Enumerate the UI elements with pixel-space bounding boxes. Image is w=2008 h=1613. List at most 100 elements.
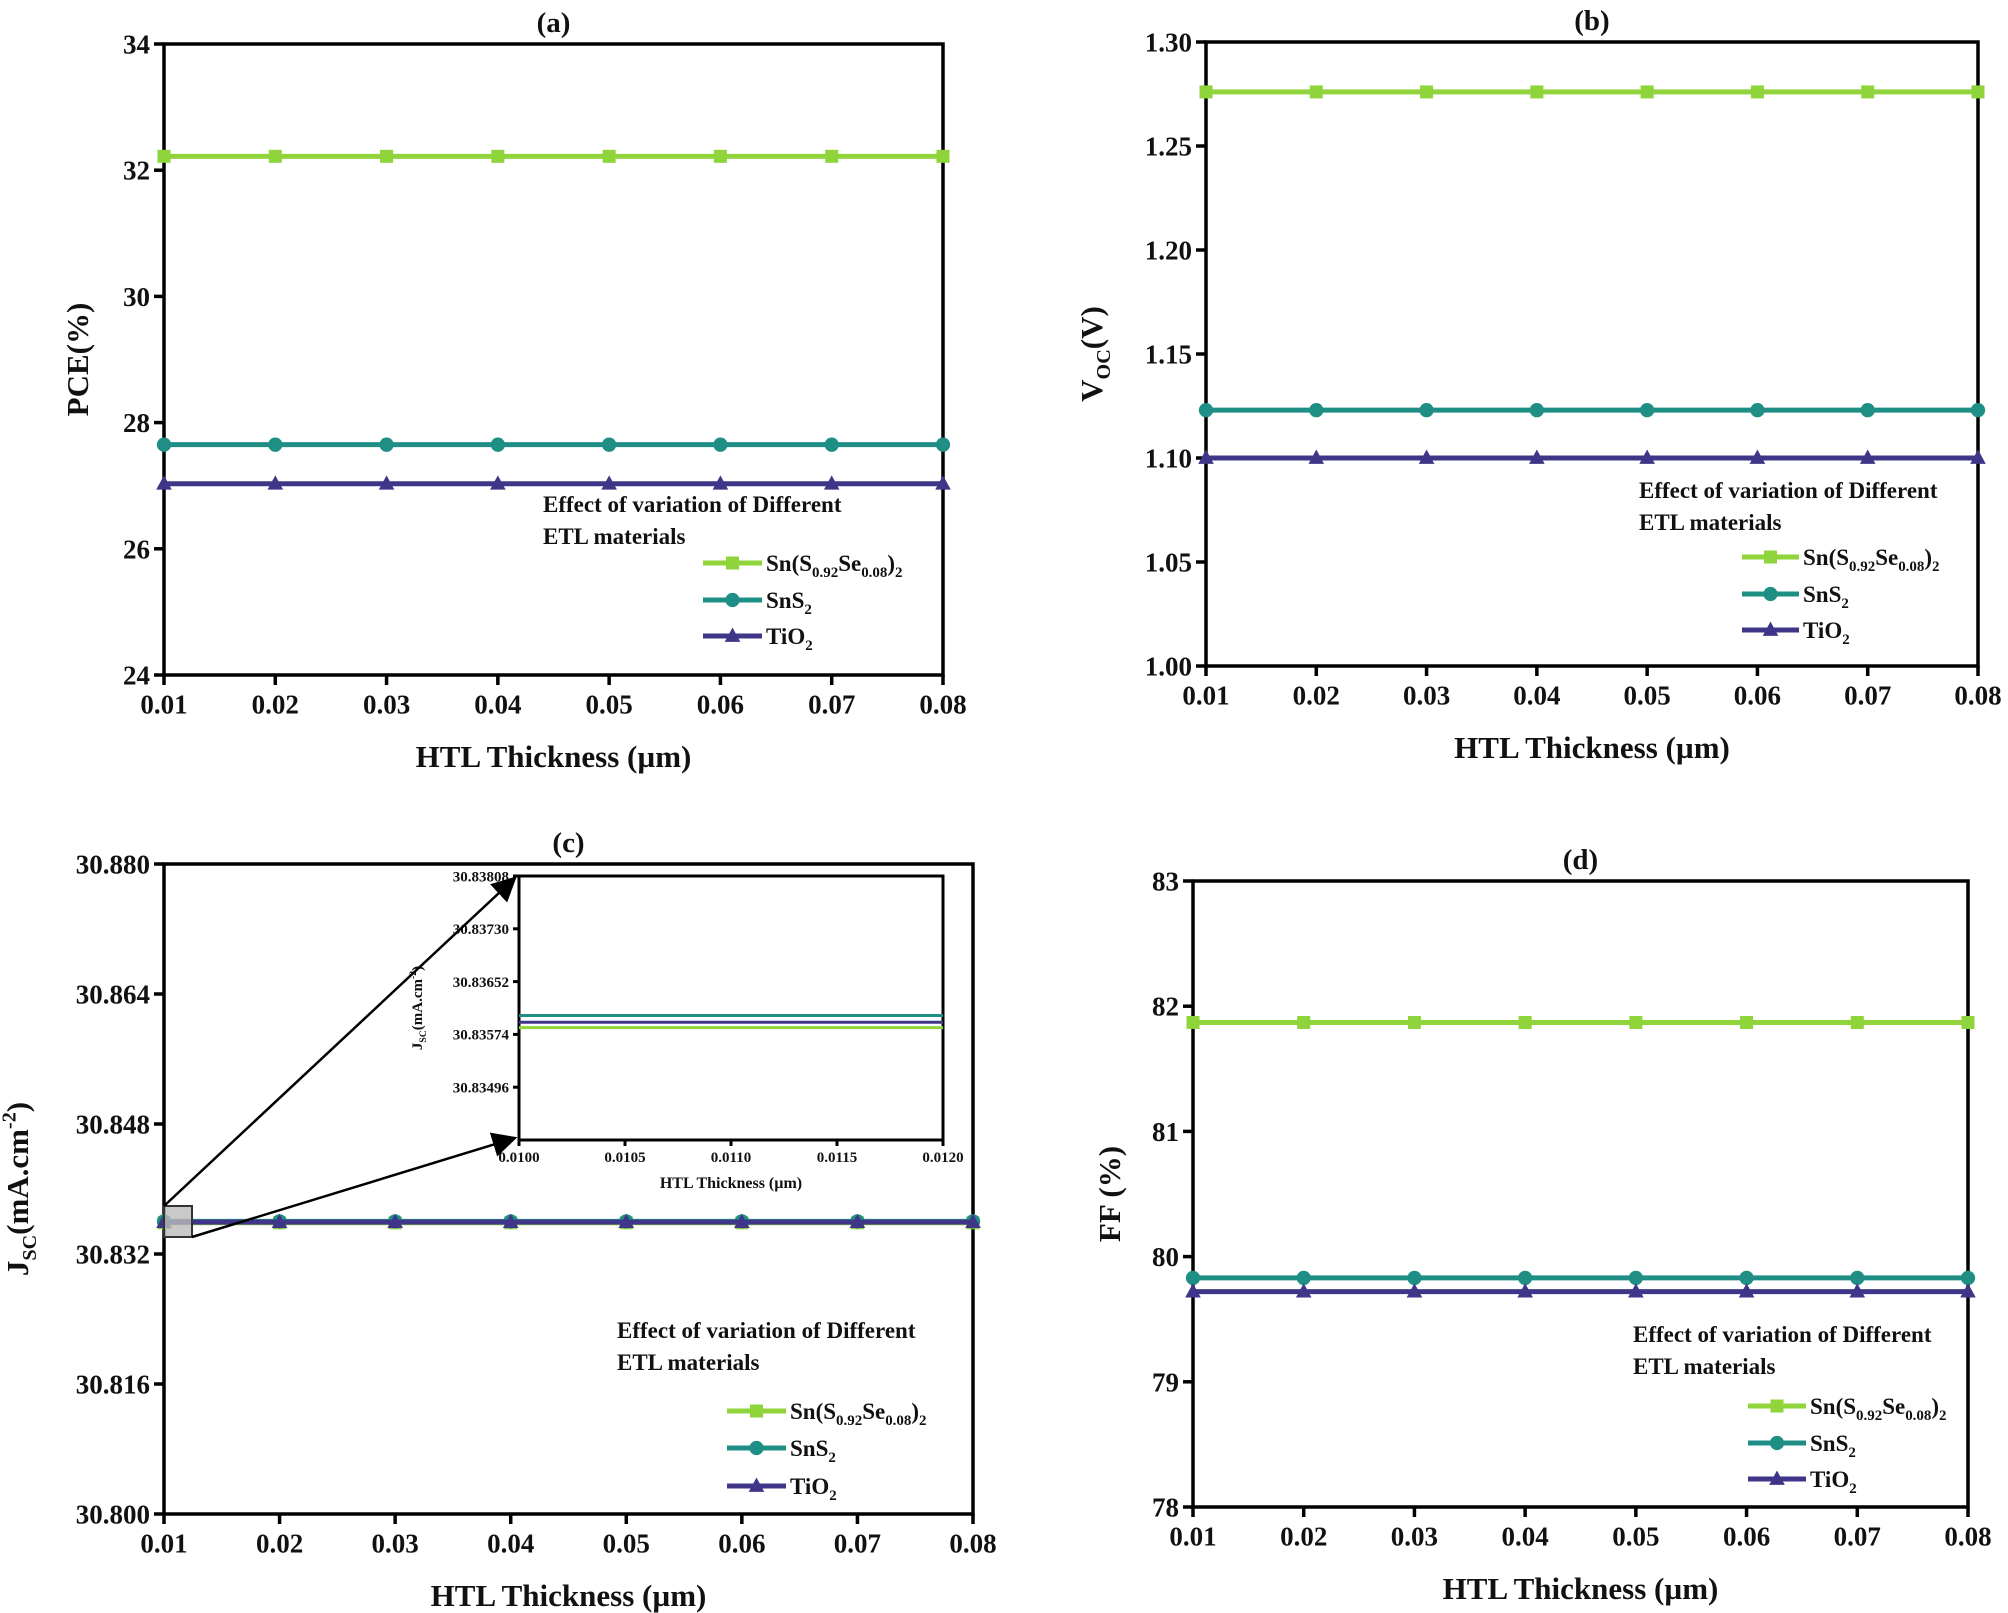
inset-x-axis-label: HTL Thickness (µm) bbox=[660, 1175, 802, 1192]
square-marker bbox=[1850, 1015, 1864, 1029]
text-segment: J bbox=[410, 1042, 426, 1050]
triangle-marker bbox=[1198, 449, 1214, 464]
plot-frame bbox=[162, 862, 975, 1516]
text-segment: Se bbox=[1882, 1394, 1905, 1419]
y-axis-label: FF (%) bbox=[1092, 1146, 1127, 1242]
triangle-marker bbox=[378, 475, 395, 490]
y-axis-label: JSC​(mA.cm-2​) bbox=[0, 1102, 41, 1276]
legend-label: TiO2​ bbox=[790, 1474, 837, 1504]
text-segment: 2 bbox=[1848, 1445, 1855, 1461]
text-segment: V bbox=[1074, 379, 1109, 402]
series-TiO2 bbox=[1198, 449, 1986, 464]
text-segment: FF (%) bbox=[1092, 1146, 1127, 1242]
legend-label: Sn(S0.92​Se0.08​)2​ bbox=[1803, 545, 1939, 575]
text-segment: SC bbox=[418, 1030, 429, 1042]
x-tick-label: 0.01 bbox=[140, 689, 187, 719]
square-marker bbox=[1186, 1015, 1200, 1029]
square-marker bbox=[1518, 1015, 1532, 1029]
x-tick-label: 0.02 bbox=[256, 1528, 303, 1558]
chart-title: (d) bbox=[1563, 844, 1598, 876]
x-tick-label: 0.03 bbox=[372, 1528, 419, 1558]
text-segment: SnS bbox=[766, 588, 804, 613]
chart-panel: 0.01 0.02 0.03 0.04 0.05 0.06 0.07 0.08 1.00 1.05… bbox=[1074, 5, 2002, 765]
circle-marker bbox=[725, 592, 740, 608]
text-segment: -2 bbox=[408, 971, 419, 979]
series-Sn(S0.92Se0.08)2 bbox=[1186, 1015, 1975, 1029]
triangle-marker bbox=[965, 1213, 981, 1228]
zoom-region-box bbox=[163, 1205, 193, 1238]
x-tick-label: 0.04 bbox=[1502, 1521, 1549, 1551]
legend: Effect of variation of Different ETL mate… bbox=[543, 492, 902, 654]
legend-title: Effect of variation of Different bbox=[1639, 478, 1938, 503]
y-tick-label: 30.83496 bbox=[453, 1080, 510, 1096]
text-segment: ) bbox=[0, 1102, 35, 1112]
chart-panel: 0.01 0.02 0.03 0.04 0.05 0.06 0.07 0.08 24 26 28 30… bbox=[60, 7, 967, 774]
zoom-arrow-bottom bbox=[191, 1132, 518, 1239]
square-marker bbox=[1420, 85, 1434, 99]
y-tick-label: 30.83574 bbox=[453, 1028, 510, 1044]
triangle-marker bbox=[823, 475, 840, 490]
text-segment: -2 bbox=[0, 1112, 21, 1129]
legend-label: TiO2​ bbox=[766, 624, 813, 654]
x-axis-label: HTL Thickness (µm) bbox=[431, 1578, 707, 1613]
text-segment: 2 bbox=[829, 1488, 836, 1504]
square-marker bbox=[1530, 85, 1544, 99]
circle-marker bbox=[1407, 1270, 1422, 1286]
series-SnS2 bbox=[1198, 403, 1986, 418]
circle-marker bbox=[713, 437, 728, 452]
y-tick-label: 1.00 bbox=[1145, 651, 1192, 681]
triangle-marker bbox=[724, 627, 741, 642]
triangle-marker bbox=[1970, 449, 1986, 464]
circle-marker bbox=[1419, 403, 1434, 418]
circle-marker bbox=[1517, 1270, 1533, 1286]
triangle-marker bbox=[1517, 1283, 1533, 1298]
text-segment: 2 bbox=[919, 1413, 926, 1429]
y-tick-label: 30.816 bbox=[76, 1369, 150, 1399]
chart-title: (a) bbox=[537, 7, 571, 39]
text-segment: Se bbox=[862, 1399, 885, 1424]
text-segment: (mA.cm bbox=[410, 978, 426, 1030]
triangle-marker bbox=[1185, 1283, 1201, 1298]
text-segment: Sn(S bbox=[790, 1399, 836, 1424]
circle-marker bbox=[379, 437, 394, 452]
square-marker bbox=[1764, 550, 1777, 564]
triangle-marker bbox=[1762, 621, 1779, 636]
text-segment: 2 bbox=[805, 638, 812, 654]
x-tick-label: 0.01 bbox=[1169, 1521, 1216, 1551]
text-segment: SnS bbox=[1810, 1431, 1848, 1456]
inset-y-axis-label: JSC​(mA.cm-2​) bbox=[408, 966, 429, 1050]
text-segment: (mA.cm bbox=[0, 1129, 35, 1235]
circle-marker bbox=[1739, 1270, 1754, 1286]
legend-title: Effect of variation of Different bbox=[1633, 1322, 1932, 1347]
triangle-marker bbox=[1628, 1283, 1644, 1298]
y-tick-label: 1.25 bbox=[1145, 131, 1192, 161]
square-marker bbox=[1199, 85, 1213, 99]
x-tick-label: 0.07 bbox=[834, 1528, 881, 1558]
triangle-marker bbox=[849, 1213, 866, 1228]
triangle-marker bbox=[1529, 449, 1545, 464]
y-tick-label: 78 bbox=[1152, 1492, 1179, 1522]
text-segment: 0.92 bbox=[836, 1413, 862, 1429]
square-marker bbox=[1861, 85, 1875, 99]
text-segment: 2 bbox=[1842, 632, 1849, 648]
triangle-marker bbox=[387, 1213, 403, 1228]
y-tick-label: 26 bbox=[123, 534, 150, 564]
square-marker bbox=[1309, 85, 1323, 99]
y-tick-label: 34 bbox=[123, 29, 150, 59]
x-tick-label: 0.04 bbox=[1513, 680, 1560, 710]
text-segment: SC bbox=[19, 1235, 41, 1261]
x-tick-label: 0.05 bbox=[1624, 680, 1671, 710]
text-segment: 0.08 bbox=[861, 565, 887, 581]
x-tick-label: 0.05 bbox=[1612, 1521, 1659, 1551]
text-segment: TiO bbox=[1810, 1467, 1849, 1492]
triangle-marker bbox=[490, 475, 506, 490]
x-tick-label: 0.0105 bbox=[604, 1150, 645, 1166]
circle-marker bbox=[1860, 403, 1875, 418]
x-tick-label: 0.0115 bbox=[817, 1150, 857, 1166]
x-tick-label: 0.01 bbox=[140, 1528, 187, 1558]
x-tick-label: 0.02 bbox=[252, 689, 299, 719]
y-tick-label: 30.83730 bbox=[453, 922, 509, 938]
circle-marker bbox=[1529, 403, 1545, 418]
triangle-marker bbox=[1308, 449, 1325, 464]
x-tick-label: 0.03 bbox=[1391, 1521, 1438, 1551]
